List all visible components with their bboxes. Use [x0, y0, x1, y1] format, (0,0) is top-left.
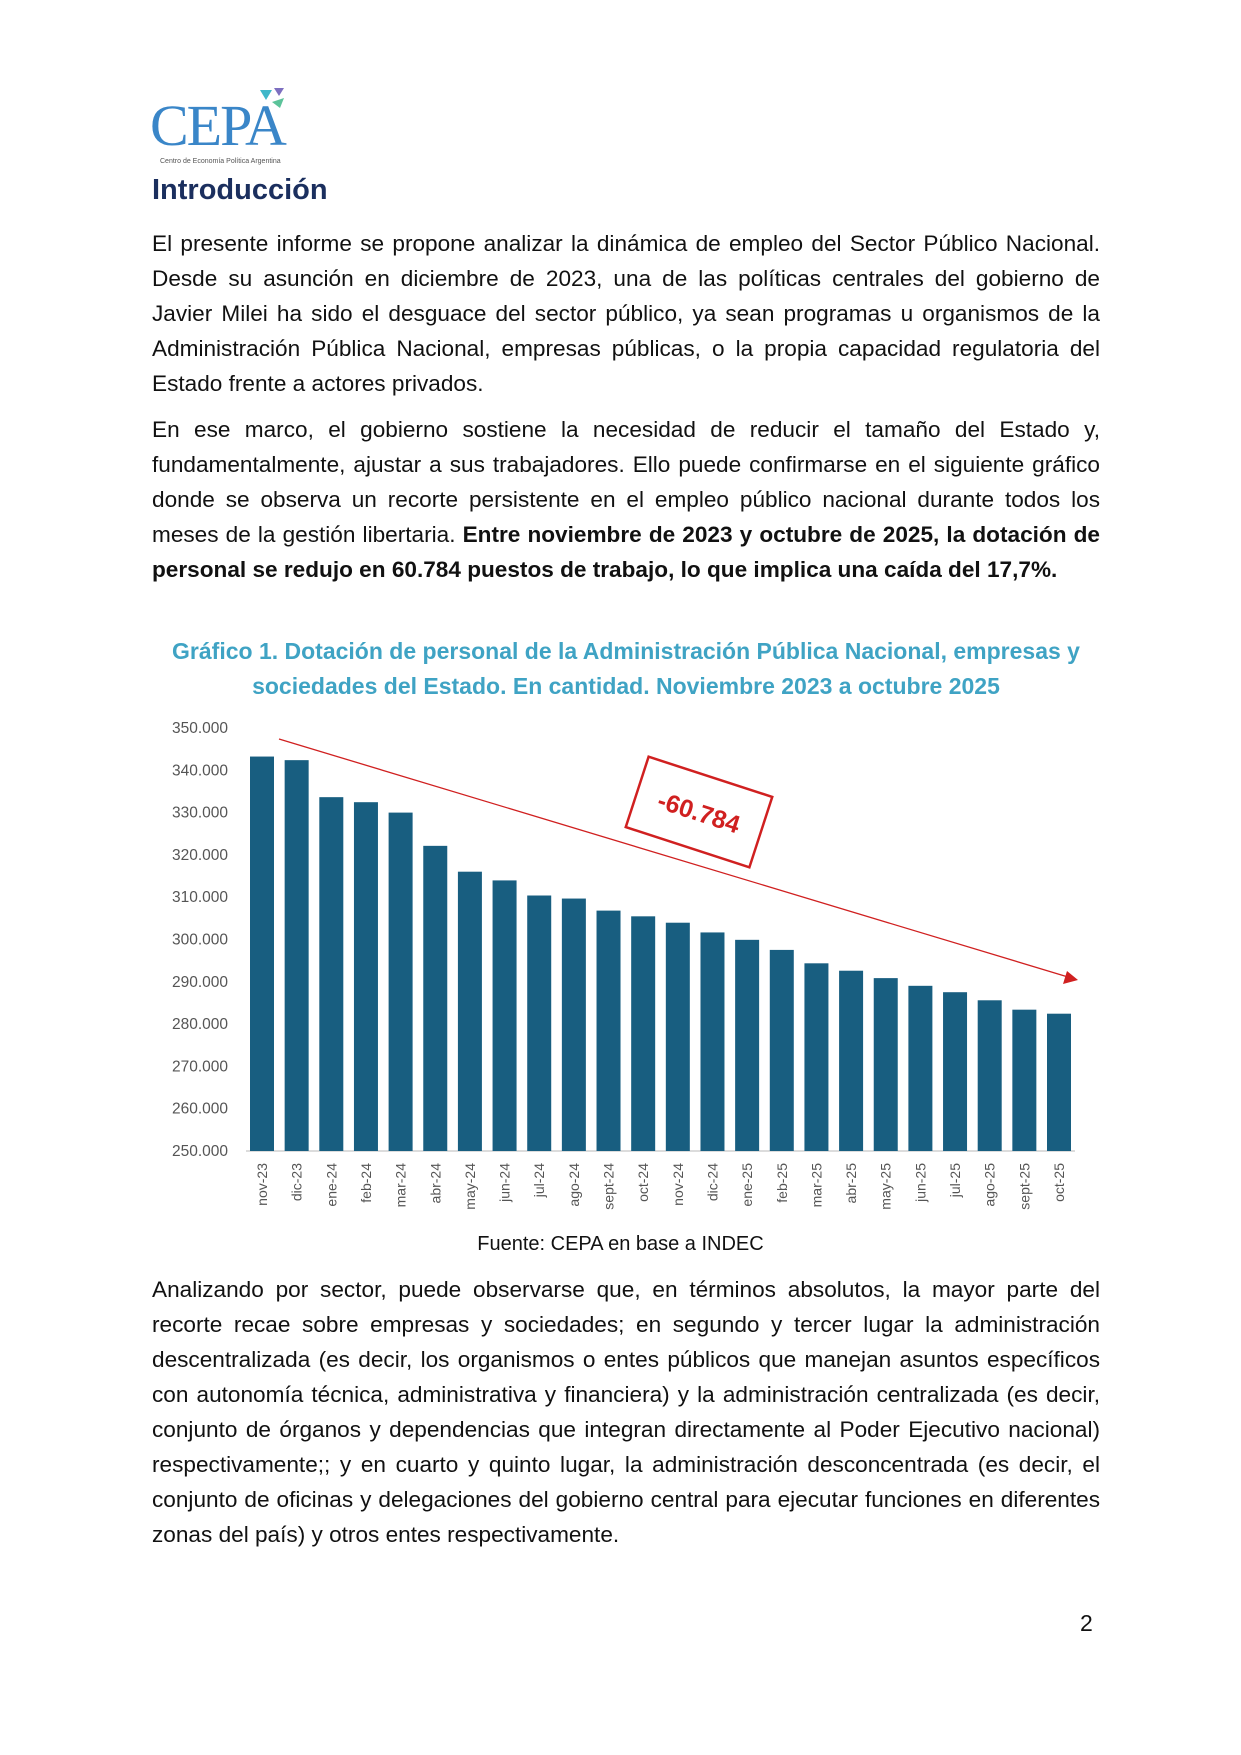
- x-tick-label: dic-23: [289, 1163, 305, 1201]
- chart-source: Fuente: CEPA en base a INDEC: [477, 1233, 764, 1255]
- bar-may-25: [873, 978, 898, 1151]
- bar-sept-24: [596, 910, 621, 1151]
- paragraph-context-text: En ese marco, el gobierno sostiene la ne…: [152, 417, 1100, 547]
- x-tick-label: oct-24: [635, 1163, 651, 1202]
- bar-abr-24: [423, 845, 448, 1151]
- x-tick-label: abr-24: [427, 1163, 443, 1204]
- bar-jul-25: [943, 992, 968, 1151]
- bar-jul-24: [527, 895, 552, 1151]
- paragraph-sectors: Analizando por sector, puede observarse …: [152, 1277, 1100, 1547]
- bar-oct-25: [1047, 1013, 1071, 1151]
- x-tick-label: ago-25: [982, 1163, 998, 1207]
- y-tick-label: 350.000: [172, 720, 228, 737]
- bar-jun-25: [908, 985, 933, 1151]
- x-tick-label: dic-24: [704, 1163, 720, 1201]
- x-tick-label: nov-23: [254, 1163, 270, 1206]
- paragraph-context-highlight: Entre noviembre de 2023 y octubre de 202…: [152, 522, 1100, 582]
- bar-feb-25: [769, 949, 794, 1151]
- paragraph-context: En ese marco, el gobierno sostiene la ne…: [152, 412, 1100, 587]
- arrow-head-icon: [1063, 971, 1078, 984]
- logo-subtitle: Centro de Economía Política Argentina: [160, 158, 281, 165]
- chart-title: Gráfico 1. Dotación de personal de la Ad…: [172, 638, 1080, 699]
- bar-ago-24: [561, 898, 586, 1151]
- page-number: 2: [1080, 1610, 1093, 1636]
- bar-may-24: [457, 871, 482, 1151]
- section-heading: Introducción: [152, 174, 328, 206]
- bar-dic-24: [700, 932, 725, 1151]
- x-tick-label: ene-25: [739, 1163, 755, 1207]
- y-tick-label: 320.000: [172, 847, 228, 864]
- x-tick-label: sept-24: [601, 1163, 617, 1210]
- y-tick-label: 310.000: [172, 889, 228, 906]
- bar-ago-25: [977, 1000, 1002, 1151]
- x-tick-label: ene-24: [323, 1163, 339, 1207]
- x-tick-label: mar-24: [393, 1163, 409, 1208]
- x-tick-label: mar-25: [808, 1163, 824, 1208]
- annotation-box: [624, 755, 774, 869]
- x-tick-label: abr-25: [843, 1163, 859, 1204]
- bar-ene-25: [735, 939, 760, 1151]
- bar-abr-25: [839, 970, 864, 1151]
- trend-arrow-line: [278, 738, 1069, 978]
- x-tick-label: feb-24: [358, 1163, 374, 1203]
- bar-ene-24: [319, 797, 344, 1151]
- y-tick-label: 270.000: [172, 1058, 228, 1075]
- x-tick-label: sept-25: [1016, 1163, 1032, 1210]
- x-tick-label: jun-25: [912, 1163, 928, 1203]
- x-tick-label: may-24: [462, 1163, 478, 1210]
- y-tick-label: 330.000: [172, 805, 228, 822]
- paragraph-intro: El presente informe se propone analizar …: [152, 231, 1100, 396]
- y-tick-label: 280.000: [172, 1016, 228, 1033]
- bar-nov-23: [250, 756, 274, 1151]
- logo-triangles-icon: [260, 88, 284, 108]
- bar-mar-25: [804, 963, 829, 1151]
- bar-dic-23: [284, 760, 309, 1151]
- cepa-logo: CEPA Centro de Economía Política Argenti…: [150, 88, 300, 168]
- logo-wordmark: CEPA: [150, 93, 287, 158]
- x-tick-label: oct-25: [1051, 1163, 1067, 1202]
- bar-jun-24: [492, 880, 517, 1151]
- y-tick-label: 300.000: [172, 932, 228, 949]
- x-tick-label: jul-25: [947, 1163, 963, 1198]
- x-tick-label: nov-24: [670, 1163, 686, 1206]
- x-tick-label: feb-25: [774, 1163, 790, 1203]
- y-tick-label: 260.000: [172, 1101, 228, 1118]
- bar-oct-24: [631, 916, 656, 1151]
- bar-nov-24: [665, 922, 690, 1151]
- bar-sept-25: [1012, 1009, 1037, 1151]
- x-tick-label: ago-24: [566, 1163, 582, 1207]
- x-tick-label: may-25: [878, 1163, 894, 1210]
- y-tick-label: 250.000: [172, 1143, 228, 1160]
- x-tick-label: jun-24: [497, 1163, 513, 1203]
- y-tick-label: 340.000: [172, 762, 228, 779]
- bar-mar-24: [388, 812, 413, 1151]
- x-tick-label: jul-24: [531, 1163, 547, 1198]
- y-tick-label: 290.000: [172, 974, 228, 991]
- bar-feb-24: [353, 802, 378, 1151]
